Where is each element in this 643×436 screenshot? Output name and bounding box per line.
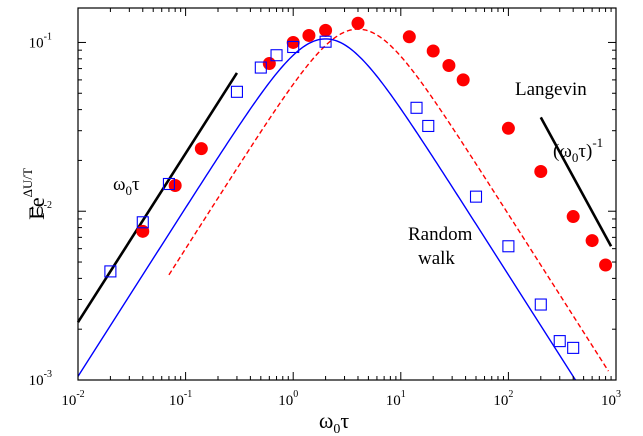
data-point-langevin	[286, 35, 300, 49]
data-point-langevin	[442, 59, 456, 73]
guide-label-slope-plus-main: ω	[113, 174, 126, 195]
x-tick-label-base: 10	[386, 393, 401, 409]
guide-label-slope-minus-sup: -1	[592, 135, 603, 150]
y-tick-label-base: 10	[29, 35, 44, 51]
y-tick-label-base: 10	[29, 204, 44, 220]
x-axis-label-main: ω	[319, 408, 333, 433]
data-point-langevin	[426, 44, 440, 58]
guide-line-1	[539, 116, 613, 247]
data-point-random-walk	[136, 216, 149, 229]
data-point-random-walk	[567, 341, 580, 354]
data-point-random-walk	[469, 190, 483, 203]
data-point-random-walk	[287, 40, 300, 54]
data-point-random-walk	[410, 101, 423, 114]
annotation-langevin: Langevin	[515, 79, 587, 100]
data-point-random-walk	[553, 335, 566, 348]
guide-label-slope-plus: ω0τ	[113, 174, 140, 198]
fit-curve-random-walk	[77, 38, 577, 381]
data-point-langevin	[456, 73, 470, 87]
x-tick-label-2: 100	[278, 389, 298, 409]
data-markers	[104, 16, 613, 354]
data-point-random-walk	[270, 49, 283, 62]
data-point-langevin	[501, 121, 515, 135]
annotation-walk: walk	[418, 248, 455, 269]
x-tick-label-exp: -2	[76, 389, 84, 400]
x-axis-label-sub: 0	[333, 422, 340, 436]
y-tick-label-exp: -2	[44, 200, 52, 211]
data-point-langevin	[262, 57, 276, 71]
x-tick-label-base: 10	[601, 393, 616, 409]
x-tick-label-1: 10-1	[169, 389, 192, 409]
x-axis-label-after: τ	[340, 408, 349, 433]
x-tick-label-5: 103	[601, 389, 621, 409]
data-point-langevin	[534, 164, 548, 178]
x-tick-label-base: 10	[493, 393, 508, 409]
data-point-random-walk	[319, 35, 332, 48]
x-tick-label-exp: 2	[508, 389, 513, 400]
y-axis-label: ΓeΔU/T	[20, 168, 49, 220]
fit-curves	[77, 28, 609, 381]
data-point-langevin	[402, 30, 416, 44]
data-point-random-walk	[104, 265, 117, 278]
guide-label-slope-plus-after: τ	[132, 174, 140, 195]
data-point-random-walk	[502, 240, 515, 253]
annotation-random: Random	[408, 224, 473, 245]
y-tick-label-0: 10-3	[29, 369, 52, 389]
data-point-langevin	[168, 179, 182, 193]
data-point-langevin	[566, 210, 580, 224]
data-point-random-walk	[230, 85, 243, 98]
data-point-langevin	[319, 23, 333, 37]
y-tick-label-exp: -1	[44, 31, 52, 42]
data-point-random-walk	[254, 61, 267, 74]
x-tick-label-exp: 3	[616, 389, 621, 400]
y-tick-label-1: 10-2	[29, 200, 52, 220]
guide-label-slope-minus: (ω0τ)-1	[553, 135, 603, 165]
plot-frame	[77, 7, 617, 381]
x-tick-label-exp: 0	[293, 389, 298, 400]
x-tick-label-base: 10	[169, 393, 184, 409]
guide-lines	[76, 72, 613, 323]
y-tick-label-base: 10	[29, 373, 44, 389]
data-point-random-walk	[162, 177, 175, 191]
x-tick-label-exp: 1	[401, 389, 406, 400]
data-point-random-walk	[422, 119, 435, 133]
data-point-langevin	[585, 234, 599, 248]
data-point-langevin	[194, 142, 208, 156]
data-point-langevin	[351, 16, 365, 30]
x-tick-label-0: 10-2	[61, 389, 84, 409]
y-tick-label-exp: -3	[44, 369, 52, 380]
fit-curve-langevin	[168, 28, 609, 372]
guide-label-slope-plus-sub: 0	[126, 183, 133, 198]
x-tick-label-4: 102	[493, 389, 513, 409]
guide-label-slope-minus-main: (ω	[553, 141, 572, 162]
guide-label-slope-minus-after: τ)	[578, 141, 592, 162]
y-axis-label-main: Γe	[24, 197, 49, 219]
x-tick-label-base: 10	[61, 393, 76, 409]
y-tick-label-2: 10-1	[29, 31, 52, 51]
x-axis-label: ω0τ	[319, 408, 349, 436]
x-tick-label-base: 10	[278, 393, 293, 409]
data-point-langevin	[302, 28, 316, 42]
x-tick-label-3: 101	[386, 389, 406, 409]
y-tick-labels: 10-310-210-1	[29, 31, 52, 389]
x-tick-labels: 10-2 10-1 100 101 102 103	[61, 389, 621, 409]
axis-ticks	[77, 8, 617, 381]
y-axis-label-sup: ΔU/T	[20, 168, 35, 197]
data-point-langevin	[136, 224, 150, 238]
x-tick-label-exp: -1	[184, 389, 192, 400]
data-point-langevin	[599, 258, 613, 272]
guide-line-0	[76, 72, 239, 323]
guide-label-slope-minus-sub: 0	[572, 150, 579, 165]
data-point-random-walk	[534, 298, 547, 311]
